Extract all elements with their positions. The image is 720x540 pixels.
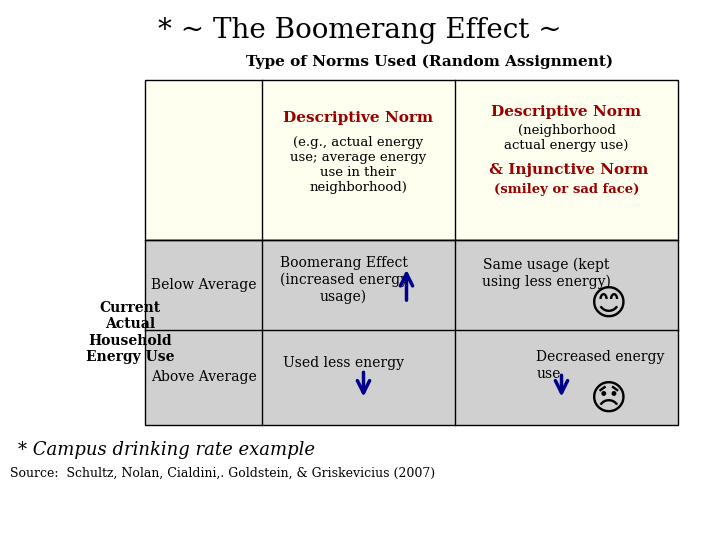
FancyBboxPatch shape xyxy=(145,80,678,240)
Text: * Campus drinking rate example: * Campus drinking rate example xyxy=(18,441,315,459)
Text: (e.g., actual energy
use; average energy
use in their
neighborhood): (e.g., actual energy use; average energy… xyxy=(290,136,427,194)
Text: Below Average: Below Average xyxy=(150,278,256,292)
Text: Descriptive Norm: Descriptive Norm xyxy=(492,105,642,119)
Text: Source:  Schultz, Nolan, Cialdini,. Goldstein, & Griskevicius (2007): Source: Schultz, Nolan, Cialdini,. Golds… xyxy=(10,467,435,480)
Text: Same usage (kept
using less energy): Same usage (kept using less energy) xyxy=(482,258,611,288)
Text: & Injunctive Norm: & Injunctive Norm xyxy=(485,163,649,177)
Text: Boomerang Effect
(increased energy
usage): Boomerang Effect (increased energy usage… xyxy=(279,256,408,303)
Text: Above Average: Above Average xyxy=(150,370,256,384)
Text: 😞: 😞 xyxy=(590,382,627,416)
Text: Used less energy: Used less energy xyxy=(283,356,404,370)
FancyBboxPatch shape xyxy=(145,240,678,425)
Text: 😊: 😊 xyxy=(590,288,627,322)
Text: Type of Norms Used (Random Assignment): Type of Norms Used (Random Assignment) xyxy=(246,55,613,69)
Text: (smiley or sad face): (smiley or sad face) xyxy=(494,184,639,197)
Text: Descriptive Norm: Descriptive Norm xyxy=(284,111,433,125)
Text: Decreased energy
use: Decreased energy use xyxy=(536,350,665,381)
Text: * ~ The Boomerang Effect ~: * ~ The Boomerang Effect ~ xyxy=(158,17,562,44)
Text: Current
Actual
Household
Energy Use: Current Actual Household Energy Use xyxy=(86,301,174,364)
Text: (neighborhood
actual energy use): (neighborhood actual energy use) xyxy=(504,124,629,152)
